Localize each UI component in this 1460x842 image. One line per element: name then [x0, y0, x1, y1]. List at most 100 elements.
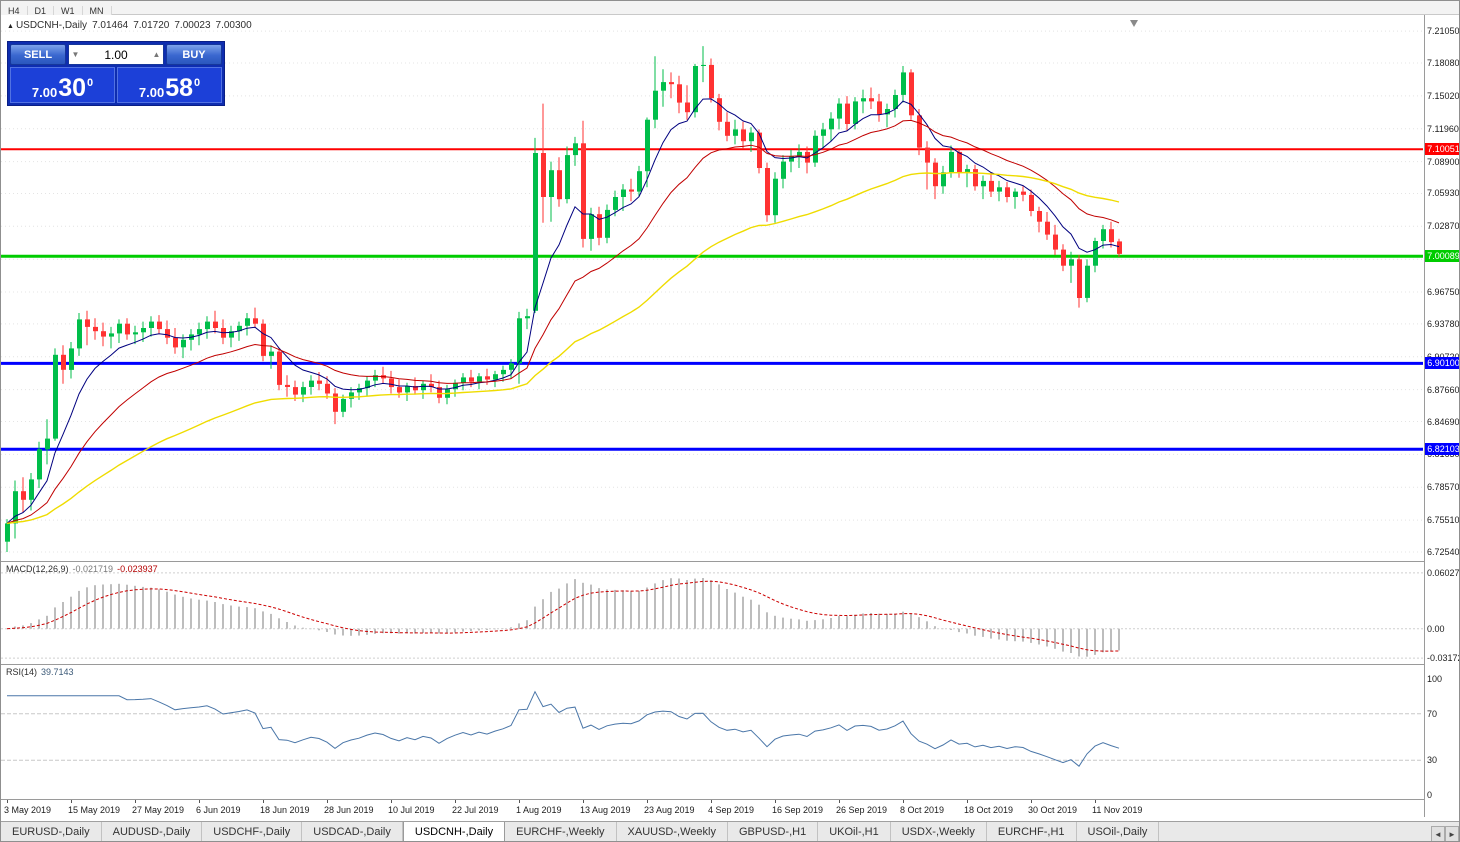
- time-axis-label: 13 Aug 2019: [580, 805, 631, 815]
- macd-main-value: -0.021719: [72, 564, 114, 574]
- chart-tab-usdcnh-daily[interactable]: USDCNH-,Daily: [402, 822, 506, 841]
- chart-tab-eurchf-weekly[interactable]: EURCHF-,Weekly: [505, 822, 617, 841]
- price-axis-label: 6.84690: [1427, 416, 1460, 427]
- pane-separator[interactable]: [1, 561, 1459, 562]
- volume-input[interactable]: ▼ 1.00 ▲: [68, 44, 164, 65]
- sell-button[interactable]: SELL: [10, 44, 66, 65]
- timeframe-button-h4[interactable]: H4: [1, 6, 28, 16]
- chart-tab-usdcad-daily[interactable]: USDCAD-,Daily: [302, 822, 403, 841]
- timeframe-button-d1[interactable]: D1: [27, 6, 55, 16]
- collapse-icon[interactable]: ▲: [7, 23, 14, 30]
- rsi-axis-label: 30: [1427, 755, 1438, 766]
- time-axis-label: 30 Oct 2019: [1028, 805, 1078, 815]
- rsi-indicator-pane[interactable]: RSI(14) 39.7143: [1, 665, 1423, 799]
- tab-scroll-right-button[interactable]: ►: [1445, 825, 1459, 841]
- time-axis-tick: [71, 800, 72, 803]
- level-price-tag: 7.00089: [1425, 250, 1459, 263]
- chart-area[interactable]: ▲ USDCNH-,Daily 7.01464 7.01720 7.00023 7.003…: [1, 15, 1460, 817]
- rsi-chart[interactable]: [1, 665, 1423, 799]
- chart-tab-usdx-weekly[interactable]: USDX-,Weekly: [891, 822, 987, 841]
- time-axis-tick: [455, 800, 456, 803]
- price-axis-label: 7.02870: [1427, 221, 1460, 232]
- macd-indicator-pane[interactable]: MACD(12,26,9) -0.021719 -0.023937: [1, 562, 1423, 664]
- quote-open: 7.01464: [92, 20, 129, 31]
- symbol-label: USDCNH-,Daily: [15, 20, 88, 31]
- time-axis-label: 23 Aug 2019: [644, 805, 695, 815]
- sell-price-base: 7.00: [31, 85, 58, 100]
- macd-gridlines: [1, 572, 1423, 659]
- chart-tab-usoil-daily[interactable]: USOil-,Daily: [1077, 822, 1160, 841]
- rsi-label: RSI(14) 39.7143: [6, 667, 78, 677]
- price-axis-label: 6.78570: [1427, 482, 1460, 493]
- time-axis-label: 18 Oct 2019: [964, 805, 1014, 815]
- candlestick-chart[interactable]: [1, 15, 1423, 561]
- buy-button[interactable]: BUY: [166, 44, 222, 65]
- time-axis-tick: [1031, 800, 1032, 803]
- quote-header: ▲ USDCNH-,Daily 7.01464 7.01720 7.00023 7.003…: [7, 20, 257, 31]
- rsi-axis-label: 100: [1427, 674, 1443, 684]
- macd-chart-canvas[interactable]: [1, 562, 1423, 664]
- macd-name: MACD(12,26,9): [6, 564, 69, 574]
- time-axis-label: 11 Nov 2019: [1092, 805, 1143, 815]
- volume-value[interactable]: 1.00: [104, 47, 128, 62]
- price-axis-label: 6.96750: [1427, 287, 1460, 298]
- rsi-gridlines: [1, 713, 1423, 761]
- time-axis-label: 22 Jul 2019: [452, 805, 499, 815]
- chart-tab-gbpusd-h1[interactable]: GBPUSD-,H1: [728, 822, 819, 841]
- time-axis-tick: [903, 800, 904, 803]
- rsi-axis-label: 70: [1427, 708, 1438, 719]
- time-axis-label: 8 Oct 2019: [900, 805, 945, 815]
- timeframe-toolbar: H4 D1 W1 MN: [1, 1, 1459, 16]
- volume-increase-button[interactable]: ▲: [152, 50, 161, 59]
- rsi-name: RSI(14): [6, 667, 38, 677]
- price-axis[interactable]: 7.21050 7.18080 7.15020 7.11960 7.08900 7.059…: [1424, 15, 1460, 817]
- quote-high: 7.01720: [133, 20, 170, 31]
- price-axis-label: 7.15020: [1427, 90, 1460, 101]
- volume-decrease-button[interactable]: ▼: [71, 50, 80, 59]
- pane-separator[interactable]: [1, 664, 1459, 665]
- macd-chart[interactable]: [1, 562, 1423, 664]
- chart-tab-audusd-daily[interactable]: AUDUSD-,Daily: [102, 822, 203, 841]
- time-axis-tick: [391, 800, 392, 803]
- buy-price-button[interactable]: 7.00 58 0: [117, 67, 222, 103]
- chart-tab-usdchf-daily[interactable]: USDCHF-,Daily: [202, 822, 303, 841]
- chart-tab-xauusd-weekly[interactable]: XAUUSD-,Weekly: [617, 822, 728, 841]
- time-axis-label: 27 May 2019: [132, 805, 185, 815]
- timeframe-button-mn[interactable]: MN: [82, 6, 112, 16]
- time-axis-label: 18 Jun 2019: [260, 805, 310, 815]
- price-axis-label: 7.05930: [1427, 188, 1460, 199]
- chart-shift-marker: [1130, 20, 1138, 27]
- macd-signal-value: -0.023937: [117, 564, 158, 574]
- ema-fast-line: [6, 98, 1120, 524]
- candles: [5, 46, 1122, 552]
- buy-price-base: 7.00: [138, 85, 165, 100]
- sell-price-pips: 30: [58, 73, 86, 102]
- rsi-value: 39.7143: [41, 667, 74, 677]
- time-axis-label: 15 May 2019: [68, 805, 121, 815]
- time-axis-tick: [1095, 800, 1096, 803]
- tab-scroll-left-button[interactable]: ◄: [1431, 825, 1445, 841]
- price-axis-label: 6.90720: [1427, 352, 1459, 362]
- time-axis-label: 1 Aug 2019: [516, 805, 562, 815]
- chart-tab-eurusd-daily[interactable]: EURUSD-,Daily: [1, 822, 102, 841]
- time-axis-tick: [839, 800, 840, 803]
- time-axis-tick: [7, 800, 8, 803]
- sell-price-point: 0: [87, 77, 94, 89]
- time-axis-label: 28 Jun 2019: [324, 805, 374, 815]
- quote-close: 7.00300: [215, 20, 252, 31]
- timeframe-button-w1[interactable]: W1: [54, 6, 83, 16]
- price-chart-pane[interactable]: ▲ USDCNH-,Daily 7.01464 7.01720 7.00023 7.003…: [1, 15, 1423, 561]
- ema-mid-line: [6, 119, 1120, 524]
- one-click-trade-panel: SELL ▼ 1.00 ▲ BUY 7.00 30 0 7.00 58 0: [7, 41, 225, 106]
- price-axis-label: 7.08900: [1427, 156, 1460, 167]
- rsi-chart-canvas[interactable]: [1, 665, 1423, 799]
- time-axis-tick: [583, 800, 584, 803]
- chart-tab-ukoil-h1[interactable]: UKOil-,H1: [818, 822, 891, 841]
- price-axis-label: 6.72540: [1427, 546, 1460, 557]
- macd-axis-label: -0.03172: [1427, 653, 1460, 664]
- candlestick-chart-canvas[interactable]: [1, 15, 1423, 561]
- sell-price-button[interactable]: 7.00 30 0: [10, 67, 115, 103]
- chart-tab-eurchf-h1[interactable]: EURCHF-,H1: [987, 822, 1077, 841]
- time-axis[interactable]: 3 May 2019 15 May 2019 27 May 2019 6 Jun 20…: [1, 800, 1423, 817]
